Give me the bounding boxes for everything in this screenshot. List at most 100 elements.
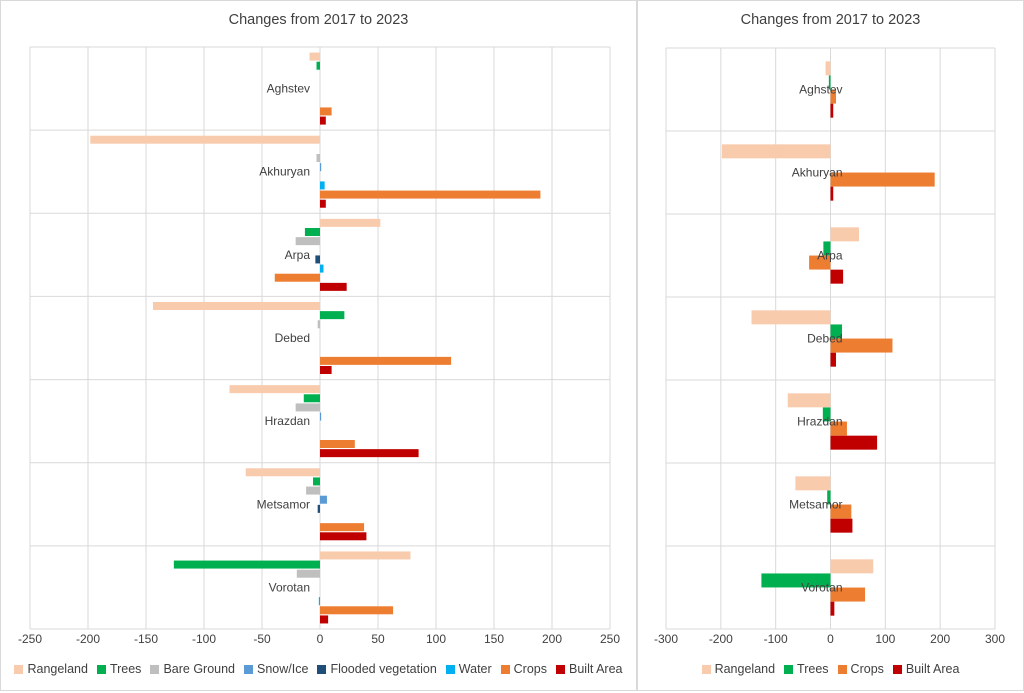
chart-left: Changes from 2017 to 2023 -250 -200 -150 -1… [0,0,637,691]
x-tick-label: -200 [709,632,733,646]
x-tick-label: 200 [930,632,950,646]
bar-rangeland-metsamor [795,476,831,491]
legend-item: Trees [784,662,829,676]
bar-water-vorotan [318,597,320,606]
x-tick-label: 300 [985,632,1005,646]
bar-bare-ground-vorotan [296,569,320,578]
legend-item: Crops [500,662,547,676]
bar-built-area-hrazdan [320,449,419,458]
legend-swatch [556,664,565,674]
bar-trees-debed [320,311,345,320]
x-tick-label: 200 [542,632,562,646]
legend-label: Rangeland [27,662,88,676]
bar-built-area-aghstev [320,116,326,125]
x-tick-label: 0 [317,632,324,646]
legend-item: Built Area [556,662,623,676]
category-label: Metsamor [257,497,310,511]
bar-crops-arpa [809,255,831,270]
bar-crops-vorotan [830,587,866,602]
bar-rangeland-arpa [830,227,860,242]
bar-water-akhuryan [320,181,325,190]
category-label: Aghstev [267,82,310,96]
bar-snow-ice-akhuryan [320,163,322,172]
legend-item: Snow/Ice [244,662,308,676]
bar-rangeland-debed [152,301,320,310]
bar-crops-hrazdan [320,440,355,449]
bar-built-area-akhuryan [830,186,834,201]
x-tick-label: -200 [76,632,100,646]
bar-built-area-arpa [320,282,347,291]
bar-crops-arpa [274,273,320,282]
bar-built-area-akhuryan [320,199,326,208]
bar-bare-ground-arpa [295,237,320,246]
bar-built-area-metsamor [320,532,367,541]
category-label: Hrazdan [265,414,310,428]
category-label: Vorotan [269,580,310,594]
x-tick-label: -300 [654,632,678,646]
legend-swatch [317,664,327,674]
bar-built-area-metsamor [830,518,853,533]
bar-trees-arpa [823,241,831,256]
category-label: Aghstev [799,83,842,97]
bar-rangeland-akhuryan [90,135,320,144]
bar-trees-metsamor [827,490,831,505]
legend-item: Bare Ground [150,662,235,676]
legend-swatch [150,664,160,674]
bar-built-area-vorotan [830,601,835,616]
legend-item: Crops [837,662,884,676]
bar-bare-ground-debed [317,320,320,329]
x-tick-label: -50 [253,632,271,646]
legend-swatch [892,664,902,674]
x-tick-label: 250 [600,632,620,646]
x-tick-label: 100 [875,632,895,646]
bar-crops-metsamor [830,504,852,519]
x-tick-label: -250 [18,632,42,646]
bar-built-area-arpa [830,269,844,284]
bar-crops-akhuryan [320,190,541,199]
bar-crops-metsamor [320,523,365,532]
legend-item: Flooded vegetation [317,662,437,676]
bar-trees-aghstev [316,61,320,70]
bar-rangeland-vorotan [320,551,411,560]
x-tick-label: -150 [134,632,158,646]
bar-rangeland-aghstev [825,61,831,76]
bar-built-area-vorotan [320,615,329,624]
bar-built-area-hrazdan [830,435,878,450]
bar-flooded-vegetation-arpa [315,255,320,264]
bar-snow-ice-metsamor [320,495,327,504]
legend-label: Water [458,662,492,676]
category-label: Metsamor [789,498,842,512]
category-label: Akhuryan [259,165,310,179]
bar-trees-hrazdan [303,394,320,403]
x-tick-label: 0 [827,632,834,646]
bar-trees-hrazdan [822,407,831,422]
bar-rangeland-hrazdan [229,385,320,394]
chart-right: Changes from 2017 to 2023 -300 -200 -100 0 1… [637,0,1024,691]
x-tick-label: 100 [426,632,446,646]
category-label: Hrazdan [797,415,842,429]
legend-label: Built Area [569,662,623,676]
legend-label: Built Area [905,662,960,676]
category-label: Vorotan [801,581,842,595]
category-label: Arpa [285,248,311,262]
bar-trees-vorotan [761,573,831,588]
bar-flooded-vegetation-metsamor [317,504,320,513]
legend-swatch [244,664,254,674]
bar-crops-vorotan [320,606,394,615]
bar-snow-ice-hrazdan [320,412,322,421]
legend-swatch [784,664,794,674]
legend-label: Trees [797,662,829,676]
bar-crops-debed [320,356,452,365]
bar-crops-akhuryan [830,172,935,187]
bar-rangeland-arpa [320,218,381,227]
bar-crops-hrazdan [830,421,847,436]
bar-rangeland-vorotan [830,559,874,574]
category-label: Arpa [817,249,843,263]
x-tick-label: -100 [764,632,788,646]
legend-swatch [500,664,510,674]
legend-swatch [837,664,847,674]
bar-rangeland-hrazdan [787,393,831,408]
bar-trees-vorotan [173,560,320,569]
bar-crops-aghstev [830,89,836,104]
bar-trees-arpa [304,227,320,236]
